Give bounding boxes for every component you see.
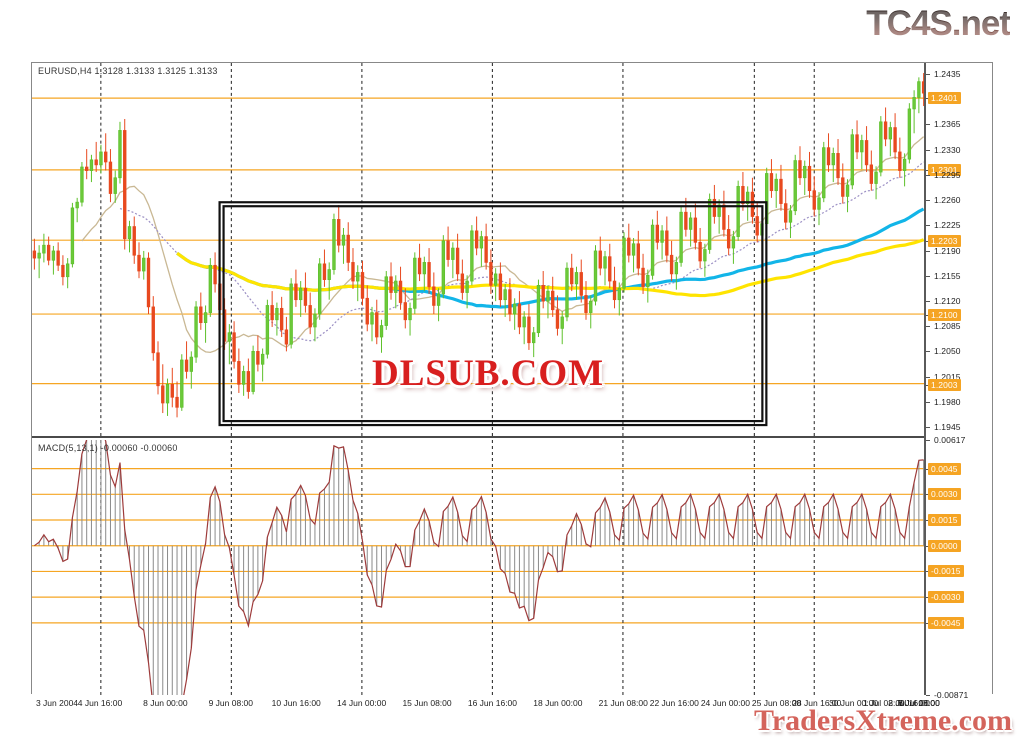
time-axis-label-0: 3 Jun 2004	[35, 698, 79, 708]
time-axis-label-5: 14 Jun 00:00	[337, 698, 387, 708]
time-axis-label-19: 8 Jul 16:00	[898, 698, 940, 708]
time-axis-label-17: 6 Jul 00:00	[898, 698, 940, 708]
tradersxtreme-logo: TradersXtreme.com	[754, 704, 1012, 737]
axis-tick-mark	[926, 376, 930, 378]
axis-tick-mark	[926, 174, 930, 176]
axis-label-macd-0: 0.00617	[934, 435, 966, 445]
price-level-label-price-16[interactable]: 1.2003	[928, 379, 961, 392]
price-level-label-price-1[interactable]: 1.2401	[928, 92, 961, 105]
price-level-label-price-8[interactable]: 1.2203	[928, 235, 961, 248]
time-axis-label-14: 30 Jun 00:00	[828, 698, 879, 708]
axis-label-price-9: 1.2190	[934, 245, 961, 256]
price-level-label-macd-5[interactable]: -0.0015	[928, 565, 964, 578]
price-level-label-macd-7[interactable]: -0.0045	[928, 616, 964, 629]
price-candlestick-plot	[32, 63, 926, 436]
axis-label-price-18: 1.1945	[934, 422, 961, 433]
price-chart-pane[interactable]: EURUSD,H4 1.3128 1.3133 1.3125 1.3133	[32, 63, 926, 438]
time-axis-label-4: 10 Jun 16:00	[271, 698, 321, 708]
axis-tick-mark	[926, 401, 930, 403]
dlsub-watermark: DLSUB.COM	[372, 353, 605, 394]
axis-label-macd-8: -0.00871	[934, 690, 969, 700]
axis-tick-mark	[926, 225, 930, 227]
price-level-label-macd-2[interactable]: 0.0030	[928, 488, 961, 501]
tc4s-logo: TC4S.net	[866, 4, 1011, 43]
axis-tick-mark	[926, 351, 930, 353]
axis-label-price-11: 1.2120	[934, 295, 961, 306]
chart-frame[interactable]: EURUSD,H4 1.3128 1.3133 1.3125 1.3133 MA…	[31, 62, 993, 700]
time-axis: 3 Jun 2004 4 Jun 16:00 8 Jun 00:00 9 Jun 08…	[31, 694, 993, 714]
axis-tick-mark	[926, 250, 930, 252]
axis-label-price-15: 1.2015	[934, 371, 961, 382]
axis-tick-mark	[926, 200, 930, 202]
time-axis-label-12: 25 Jun 08:00	[751, 698, 802, 708]
price-level-label-macd-3[interactable]: 0.0015	[928, 514, 961, 527]
time-axis-label-16: 2 Jul 16:00	[888, 698, 930, 708]
axis-tick-mark	[926, 695, 930, 696]
time-axis-label-11: 24 Jun 00:00	[700, 698, 750, 708]
macd-histogram-plot	[32, 440, 926, 695]
axis-label-price-7: 1.2225	[934, 220, 961, 231]
axis-label-price-14: 1.2050	[934, 346, 961, 357]
time-axis-label-13: 28 Jun 16:00	[792, 698, 842, 708]
time-axis-label-1: 4 Jun 16:00	[77, 698, 123, 708]
time-axis-label-10: 22 Jun 16:00	[649, 698, 699, 708]
price-axis-column[interactable]: 1.2435 1.2401 1.2365 1.2330 1.2301 1.2295 1.22…	[924, 63, 992, 700]
macd-pane[interactable]: MACD(5,13,1) -0.00060 -0.00060	[32, 440, 926, 695]
axis-tick-mark	[926, 149, 930, 151]
time-axis-label-8: 18 Jun 00:00	[533, 698, 583, 708]
axis-label-price-13: 1.2085	[934, 321, 961, 332]
price-level-label-macd-4[interactable]: 0.0000	[928, 539, 961, 552]
time-axis-label-18: 7 Jul 08:00	[898, 698, 940, 708]
axis-tick-mark	[926, 124, 930, 126]
time-axis-label-6: 15 Jun 08:00	[402, 698, 452, 708]
price-level-label-price-4[interactable]: 1.2301	[928, 164, 961, 177]
axis-tick-mark	[926, 326, 930, 328]
time-axis-label-15: 1 Jul 08:00	[863, 698, 905, 708]
price-pane-header: EURUSD,H4 1.3128 1.3133 1.3125 1.3133	[38, 66, 218, 76]
macd-pane-header: MACD(5,13,1) -0.00060 -0.00060	[38, 443, 178, 453]
price-level-label-macd-6[interactable]: -0.0030	[928, 591, 964, 604]
time-axis-label-3: 9 Jun 08:00	[208, 698, 254, 708]
axis-label-price-6: 1.2260	[934, 195, 961, 206]
axis-label-price-2: 1.2365	[934, 119, 961, 130]
time-axis-label-9: 21 Jun 08:00	[598, 698, 648, 708]
axis-label-price-3: 1.2330	[934, 144, 961, 155]
axis-label-price-17: 1.1980	[934, 396, 961, 407]
axis-tick-mark	[926, 300, 930, 302]
price-level-label-price-12[interactable]: 1.2100	[928, 309, 961, 322]
axis-tick-mark	[926, 427, 930, 429]
axis-tick-mark	[926, 275, 930, 277]
axis-label-price-10: 1.2155	[934, 270, 961, 281]
time-axis-label-7: 16 Jun 16:00	[467, 698, 518, 708]
price-level-label-macd-1[interactable]: 0.0045	[928, 462, 961, 475]
axis-tick-mark	[926, 440, 930, 441]
axis-label-price-5: 1.2295	[934, 169, 961, 180]
time-axis-label-2: 8 Jun 00:00	[143, 698, 188, 708]
axis-tick-mark	[926, 73, 930, 75]
axis-label-price-0: 1.2435	[934, 68, 961, 79]
